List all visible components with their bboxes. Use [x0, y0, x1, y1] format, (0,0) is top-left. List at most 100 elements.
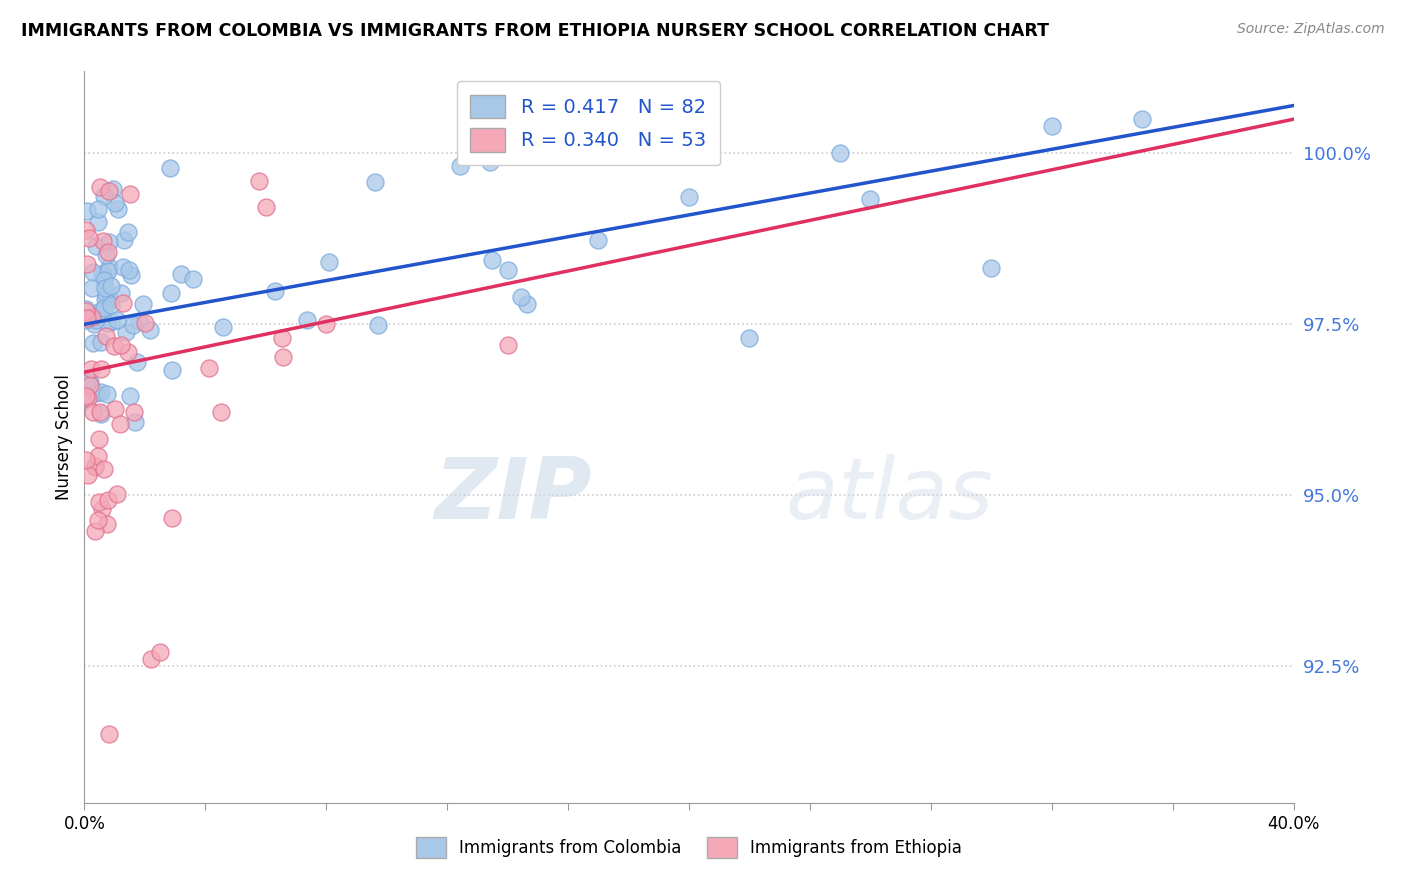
Point — [159, 161, 181, 176]
Point — [75, 313, 97, 327]
Point — [160, 286, 183, 301]
Point — [980, 260, 1002, 275]
Point — [103, 338, 125, 352]
Point — [79, 376, 101, 390]
Point — [449, 160, 471, 174]
Point — [86, 385, 108, 400]
Point — [367, 318, 389, 332]
Point — [114, 325, 136, 339]
Point — [110, 417, 132, 431]
Point — [90, 384, 112, 399]
Point — [478, 155, 501, 169]
Point — [510, 290, 533, 304]
Point — [120, 389, 142, 403]
Point — [76, 375, 98, 389]
Point — [91, 501, 114, 516]
Point — [127, 355, 149, 369]
Point — [111, 295, 134, 310]
Point — [118, 262, 141, 277]
Point — [198, 360, 221, 375]
Point — [97, 245, 120, 260]
Point — [76, 257, 98, 271]
Point — [96, 247, 118, 261]
Point — [181, 272, 204, 286]
Y-axis label: Nursery School: Nursery School — [55, 374, 73, 500]
Point — [1040, 119, 1063, 133]
Point — [678, 190, 700, 204]
Point — [738, 331, 761, 345]
Point — [170, 268, 193, 282]
Point — [87, 513, 110, 527]
Point — [315, 318, 337, 332]
Point — [75, 453, 97, 467]
Point — [84, 313, 107, 327]
Point — [77, 392, 100, 406]
Point — [271, 350, 294, 364]
Point — [120, 268, 142, 282]
Point — [96, 387, 118, 401]
Point — [830, 145, 852, 160]
Point — [114, 234, 136, 248]
Point — [87, 450, 110, 464]
Point — [93, 189, 115, 203]
Point — [149, 645, 172, 659]
Point — [122, 405, 145, 419]
Point — [117, 345, 139, 359]
Point — [89, 304, 111, 318]
Point — [96, 516, 118, 531]
Point — [82, 265, 104, 279]
Point — [254, 200, 277, 214]
Point — [105, 313, 128, 327]
Point — [295, 312, 318, 326]
Point — [84, 239, 107, 253]
Point — [139, 323, 162, 337]
Point — [90, 407, 112, 421]
Point — [588, 233, 610, 247]
Text: atlas: atlas — [786, 454, 994, 537]
Point — [118, 187, 141, 202]
Point — [87, 202, 110, 216]
Point — [98, 293, 121, 307]
Point — [93, 301, 115, 315]
Point — [79, 378, 101, 392]
Point — [107, 487, 129, 501]
Legend: Immigrants from Colombia, Immigrants from Ethiopia: Immigrants from Colombia, Immigrants fro… — [406, 827, 972, 868]
Point — [80, 281, 103, 295]
Point — [264, 284, 287, 298]
Point — [104, 195, 127, 210]
Point — [96, 286, 118, 301]
Point — [76, 392, 98, 407]
Point — [211, 319, 233, 334]
Point — [100, 315, 122, 329]
Point — [103, 181, 125, 195]
Point — [496, 338, 519, 352]
Point — [100, 298, 122, 312]
Point — [89, 179, 111, 194]
Point — [134, 316, 156, 330]
Point — [270, 330, 292, 344]
Point — [80, 310, 103, 325]
Point — [75, 389, 97, 403]
Point — [859, 192, 882, 206]
Point — [75, 304, 97, 318]
Point — [110, 338, 132, 352]
Point — [84, 524, 107, 538]
Point — [104, 401, 127, 416]
Point — [98, 260, 121, 275]
Point — [80, 362, 103, 376]
Point — [93, 281, 115, 295]
Point — [76, 310, 98, 325]
Point — [84, 460, 107, 475]
Point — [209, 405, 232, 419]
Point — [107, 202, 129, 216]
Point — [90, 335, 112, 350]
Text: ZIP: ZIP — [434, 454, 592, 537]
Point — [117, 225, 139, 239]
Point — [96, 316, 118, 330]
Point — [82, 336, 104, 351]
Point — [93, 273, 115, 287]
Point — [84, 459, 107, 474]
Point — [128, 314, 150, 328]
Point — [86, 308, 108, 322]
Point — [76, 310, 98, 325]
